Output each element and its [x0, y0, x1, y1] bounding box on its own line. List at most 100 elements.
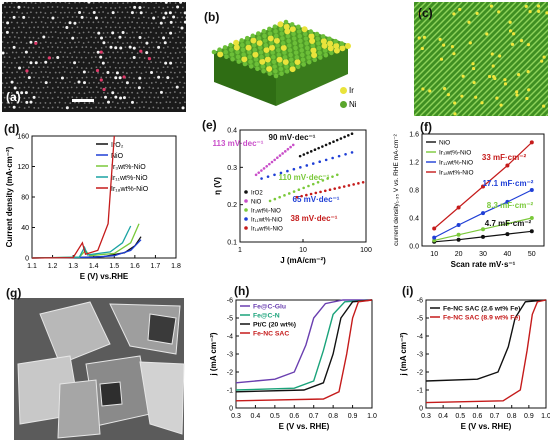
ni-atom	[318, 55, 323, 60]
atom-dot	[69, 81, 71, 83]
ir-atom	[333, 47, 340, 54]
y-tick-label: 0.2	[227, 202, 237, 209]
atom-dot	[153, 56, 156, 59]
atom-dot	[90, 67, 93, 70]
atom-dot	[42, 35, 46, 39]
ir-atom	[333, 42, 340, 49]
data-point	[279, 171, 283, 175]
atom-dot	[78, 61, 80, 63]
atom-dot	[130, 11, 134, 15]
atom-dot	[2, 11, 4, 14]
y-axis-label: η (V)	[213, 177, 222, 195]
data-point	[481, 234, 485, 239]
atom-dot	[104, 86, 107, 89]
atom-dot	[145, 32, 148, 34]
crystal-facet	[39, 301, 111, 365]
atom-dot	[51, 106, 54, 109]
atom-dot	[157, 16, 160, 18]
atom-dot	[86, 96, 88, 99]
atom-dot	[182, 76, 185, 79]
atom-dot	[123, 66, 126, 69]
capacitance-annotation: 33 mF·cm⁻²	[482, 153, 527, 162]
ir-atom	[284, 28, 291, 35]
atom-dot	[6, 101, 9, 104]
atom-dot	[102, 2, 105, 4]
ir-atom	[282, 58, 289, 65]
atom-dot	[66, 77, 68, 79]
atom-dot	[109, 36, 112, 38]
atom-dot	[119, 107, 122, 110]
capacitance-annotation: 8.3 mF·cm⁻²	[487, 201, 534, 210]
atom-dot	[95, 6, 98, 9]
atom-dot	[61, 37, 64, 39]
atom-dot	[182, 96, 184, 99]
ni-atom	[322, 48, 328, 53]
atom-dot	[75, 46, 78, 48]
atom-dot	[6, 62, 9, 64]
atom-dot	[21, 12, 24, 15]
atom-dot	[100, 96, 103, 99]
data-point	[357, 182, 360, 185]
atom-dot	[109, 26, 112, 29]
y-tick-label: -2	[227, 370, 233, 377]
legend-marker	[244, 226, 248, 230]
data-point	[350, 132, 354, 136]
atom-dot	[133, 36, 136, 39]
atom-dot	[59, 2, 62, 4]
capacitance-annotation: 17.1 mF·cm⁻²	[483, 179, 534, 188]
atom-dot	[20, 31, 23, 34]
atom-dot	[6, 21, 10, 25]
highlight-dot	[95, 68, 100, 73]
data-point	[342, 185, 346, 188]
atom-dot	[64, 92, 66, 94]
data-point	[456, 232, 461, 237]
ir-atom	[515, 93, 519, 97]
atom-dot	[106, 31, 109, 34]
x-tick-label: 1.1	[27, 263, 37, 270]
atom-dot	[155, 91, 158, 94]
data-point	[262, 167, 266, 170]
x-tick-label: 1.2	[48, 263, 58, 270]
atom-dot	[150, 82, 153, 84]
atom-dot	[45, 31, 48, 34]
atom-dot	[140, 41, 143, 44]
atom-dot	[90, 7, 93, 9]
atom-dot	[82, 81, 86, 85]
atom-dot	[78, 51, 81, 54]
ni-atom	[262, 38, 268, 43]
lattice-row	[509, 77, 548, 116]
y-tick-label: -4	[417, 334, 423, 341]
atom-dot	[119, 46, 123, 50]
atom-dot	[11, 41, 14, 43]
atom-dot	[165, 32, 168, 34]
ir-atom	[508, 29, 513, 33]
atom-dot	[174, 101, 177, 104]
atom-dot	[132, 46, 136, 50]
atom-dot	[57, 66, 60, 69]
atom-dot	[16, 21, 19, 24]
atom-dot	[69, 102, 72, 104]
atom-dot	[46, 76, 49, 78]
ni-atom	[276, 52, 282, 58]
ni-atom	[284, 64, 289, 69]
atom-dot	[170, 71, 172, 74]
atom-dot	[104, 66, 107, 69]
atom-dot	[44, 12, 47, 15]
legend-label: Ir₁₁wt%-NiO	[439, 160, 473, 167]
atom-dot	[81, 86, 84, 89]
atom-dot	[145, 41, 149, 45]
ni-atom	[211, 49, 217, 55]
atom-dot	[176, 16, 179, 19]
panel-label-h: (h)	[234, 284, 250, 298]
atom-dot	[124, 27, 127, 29]
atom-dot	[112, 71, 114, 74]
atom-dot	[46, 86, 49, 89]
atom-dot	[177, 26, 180, 29]
ir-atom	[528, 10, 532, 14]
atom-dot	[59, 21, 62, 24]
atom-dot	[80, 97, 83, 99]
atom-dot	[69, 52, 72, 55]
atom-dot	[59, 51, 62, 54]
atom-dot	[10, 62, 13, 64]
atom-dot	[61, 6, 64, 9]
